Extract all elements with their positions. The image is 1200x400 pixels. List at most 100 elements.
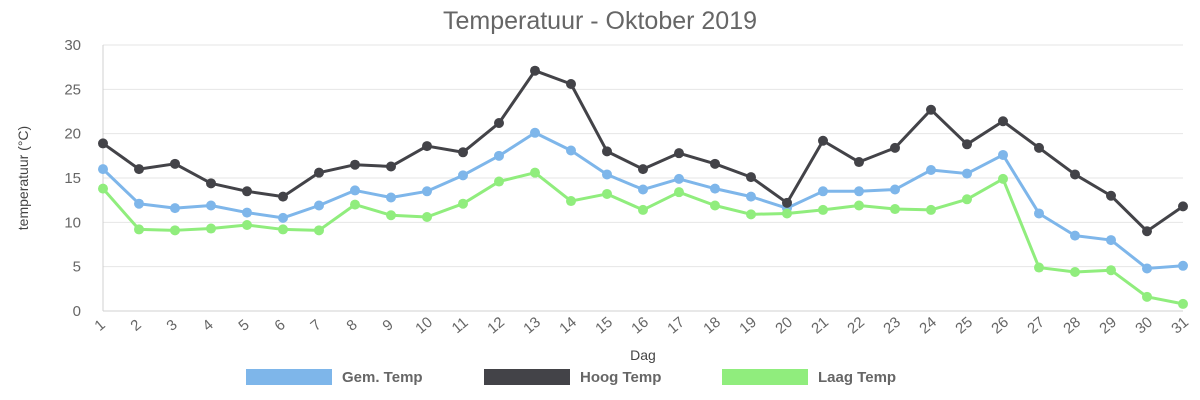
data-point xyxy=(314,225,324,236)
x-tick-label: 22 xyxy=(844,314,868,338)
data-point xyxy=(566,79,576,90)
data-point xyxy=(494,176,504,187)
data-point xyxy=(386,210,396,221)
y-tick-label: 5 xyxy=(73,259,81,276)
x-tick-label: 4 xyxy=(199,316,216,334)
data-point xyxy=(782,197,792,208)
x-tick-label: 20 xyxy=(772,314,796,338)
legend-item: Hoog Temp xyxy=(484,369,661,386)
legend-label: Gem. Temp xyxy=(342,369,423,386)
x-tick-label: 11 xyxy=(449,314,472,337)
legend-label: Laag Temp xyxy=(818,369,896,386)
data-point xyxy=(242,207,252,218)
data-point xyxy=(350,159,360,170)
data-point xyxy=(1034,262,1044,273)
data-point xyxy=(134,164,144,175)
data-point xyxy=(998,116,1008,127)
data-point xyxy=(998,149,1008,160)
data-point xyxy=(278,224,288,235)
x-tick-label: 31 xyxy=(1168,314,1192,338)
data-point xyxy=(962,139,972,150)
data-point xyxy=(1106,235,1116,246)
x-tick-label: 5 xyxy=(235,316,252,334)
data-point xyxy=(458,198,468,209)
data-point xyxy=(782,208,792,219)
data-point xyxy=(710,183,720,194)
data-point xyxy=(170,225,180,236)
data-point xyxy=(1142,263,1152,274)
x-tick-label: 19 xyxy=(736,314,760,338)
data-point xyxy=(278,212,288,223)
data-point xyxy=(674,187,684,198)
data-point xyxy=(170,203,180,214)
data-point xyxy=(998,173,1008,184)
x-tick-label: 7 xyxy=(307,316,324,334)
x-tick-label: 1 xyxy=(91,316,108,334)
x-tick-label: 12 xyxy=(484,314,508,338)
data-point xyxy=(206,223,216,234)
legend-item: Gem. Temp xyxy=(246,369,423,386)
x-tick-label: 28 xyxy=(1060,314,1084,338)
data-point xyxy=(1178,298,1188,309)
data-point xyxy=(602,169,612,180)
data-point xyxy=(818,186,828,197)
data-point xyxy=(494,118,504,129)
data-point xyxy=(854,186,864,197)
data-point xyxy=(350,199,360,210)
data-point xyxy=(746,172,756,183)
data-point xyxy=(1106,265,1116,276)
x-tick-label: 23 xyxy=(880,314,904,338)
data-point xyxy=(566,196,576,207)
data-point xyxy=(1070,169,1080,180)
data-point xyxy=(602,146,612,157)
data-point xyxy=(530,65,540,76)
axes xyxy=(102,45,1183,312)
x-tick-label: 18 xyxy=(700,314,724,338)
x-axis-ticks: 1 2 3 4 5 6 7 8 9 10 11 12 13 14 15 16 17 18 19 20 21 22 23 24 2… xyxy=(91,314,1192,338)
x-tick-label: 6 xyxy=(271,316,288,334)
data-point xyxy=(566,145,576,156)
data-point xyxy=(98,138,108,149)
data-point xyxy=(1178,260,1188,271)
x-tick-label: 9 xyxy=(379,316,396,334)
y-tick-label: 30 xyxy=(64,37,81,54)
data-point xyxy=(242,186,252,197)
data-point xyxy=(386,192,396,203)
data-point xyxy=(530,167,540,178)
legend-swatch xyxy=(722,369,808,385)
x-tick-label: 3 xyxy=(163,316,180,334)
data-point xyxy=(206,178,216,189)
x-tick-label: 15 xyxy=(592,314,616,338)
data-point xyxy=(1070,230,1080,241)
data-point xyxy=(458,170,468,181)
data-point xyxy=(926,165,936,176)
y-tick-label: 20 xyxy=(64,126,81,143)
x-tick-label: 30 xyxy=(1132,314,1156,338)
data-point xyxy=(854,200,864,211)
data-point xyxy=(1142,291,1152,302)
data-point xyxy=(962,168,972,179)
x-tick-label: 25 xyxy=(952,314,976,338)
x-axis-label: Dag xyxy=(630,347,656,363)
data-point xyxy=(98,164,108,175)
y-axis-ticks: 0 5 10 15 20 25 30 xyxy=(64,37,81,320)
gridlines xyxy=(103,44,1183,268)
data-point xyxy=(890,184,900,195)
legend-label: Hoog Temp xyxy=(580,369,661,386)
data-point xyxy=(638,164,648,175)
data-point xyxy=(530,127,540,138)
data-point xyxy=(494,150,504,161)
series-laag-temp xyxy=(98,167,1188,309)
data-point xyxy=(278,191,288,202)
y-tick-label: 10 xyxy=(64,214,81,231)
y-tick-label: 0 xyxy=(73,303,81,320)
data-point xyxy=(1034,208,1044,219)
x-tick-label: 14 xyxy=(556,314,580,338)
legend-swatch xyxy=(484,369,570,385)
x-tick-label: 29 xyxy=(1096,314,1120,338)
data-point xyxy=(1142,226,1152,237)
data-point xyxy=(890,142,900,153)
data-point xyxy=(98,183,108,194)
